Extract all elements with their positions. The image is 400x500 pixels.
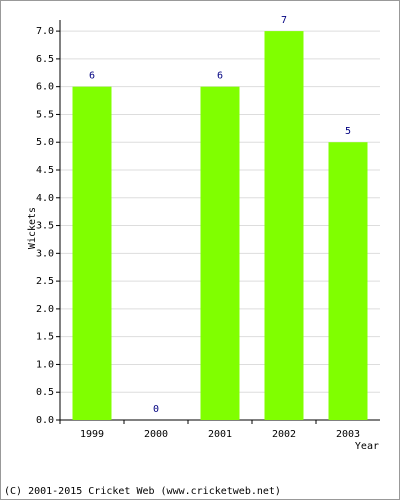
x-tick-label: 2001 (208, 429, 232, 440)
y-tick-label: 3.0 (36, 248, 54, 259)
bar (264, 31, 304, 420)
y-tick-label: 1.5 (36, 332, 54, 343)
y-tick-label: 3.5 (36, 221, 54, 232)
y-tick-label: 5.0 (36, 137, 54, 148)
y-axis-title: Wickets (27, 207, 38, 249)
x-tick-label: 2002 (272, 429, 296, 440)
data-label: 5 (345, 126, 351, 137)
x-tick-label: 2000 (144, 429, 168, 440)
x-axis-title: Year (355, 441, 379, 452)
y-tick-label: 6.5 (36, 54, 54, 65)
bar (200, 86, 240, 421)
data-label: 0 (153, 404, 159, 415)
bar (328, 142, 368, 420)
data-label: 6 (217, 71, 223, 82)
y-tick-label: 2.5 (36, 276, 54, 287)
data-label: 7 (281, 15, 287, 26)
y-tick-label: 2.0 (36, 304, 54, 315)
bar (72, 86, 112, 421)
y-tick-label: 4.0 (36, 193, 54, 204)
data-label: 6 (89, 71, 95, 82)
y-tick-label: 5.5 (36, 109, 54, 120)
x-tick-label: 1999 (80, 429, 104, 440)
footer: (C) 2001-2015 Cricket Web (www.cricketwe… (4, 486, 281, 497)
y-tick-label: 0.5 (36, 387, 54, 398)
y-tick-label: 7.0 (36, 26, 54, 37)
y-tick-label: 4.5 (36, 165, 54, 176)
y-tick-label: 1.0 (36, 359, 54, 370)
y-tick-label: 6.0 (36, 82, 54, 93)
x-tick-label: 2003 (336, 429, 360, 440)
y-tick-label: 0.0 (36, 415, 54, 426)
